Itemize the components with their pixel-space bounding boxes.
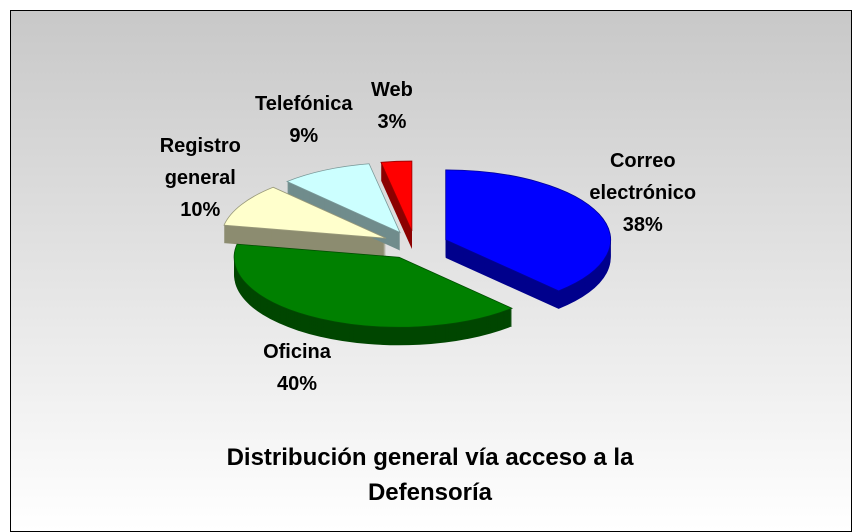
value-label: 40% [276, 372, 317, 395]
slice-label: Oficina 40% [212, 336, 382, 400]
category-label: Registro general [159, 134, 241, 189]
category-label: Telefónica [255, 93, 353, 116]
slice-label: Registro general 10% [115, 130, 285, 226]
value-label: 38% [622, 214, 663, 237]
value-label: 10% [180, 198, 221, 221]
pie-slice [286, 163, 401, 234]
pie-slice [380, 160, 413, 232]
category-label: Web [371, 78, 413, 101]
value-label: 9% [289, 125, 319, 148]
category-label: Correo electrónico [589, 150, 697, 205]
chart-title: Distribución general vía acceso a la Def… [226, 444, 634, 506]
chart: Distribución general vía acceso a la Def… [10, 10, 852, 532]
chart-area [10, 10, 852, 532]
value-label: 3% [377, 110, 407, 133]
slice-label: Correo electrónico 38% [558, 145, 728, 241]
pie-slice [445, 169, 612, 292]
pie-slice [233, 243, 514, 328]
slice-label: Telefónica 9% [219, 88, 389, 152]
slice-label: Web 3% [307, 74, 477, 138]
pie-slice [223, 186, 387, 239]
category-label: Oficina [263, 340, 331, 363]
pie-plot [223, 160, 612, 346]
